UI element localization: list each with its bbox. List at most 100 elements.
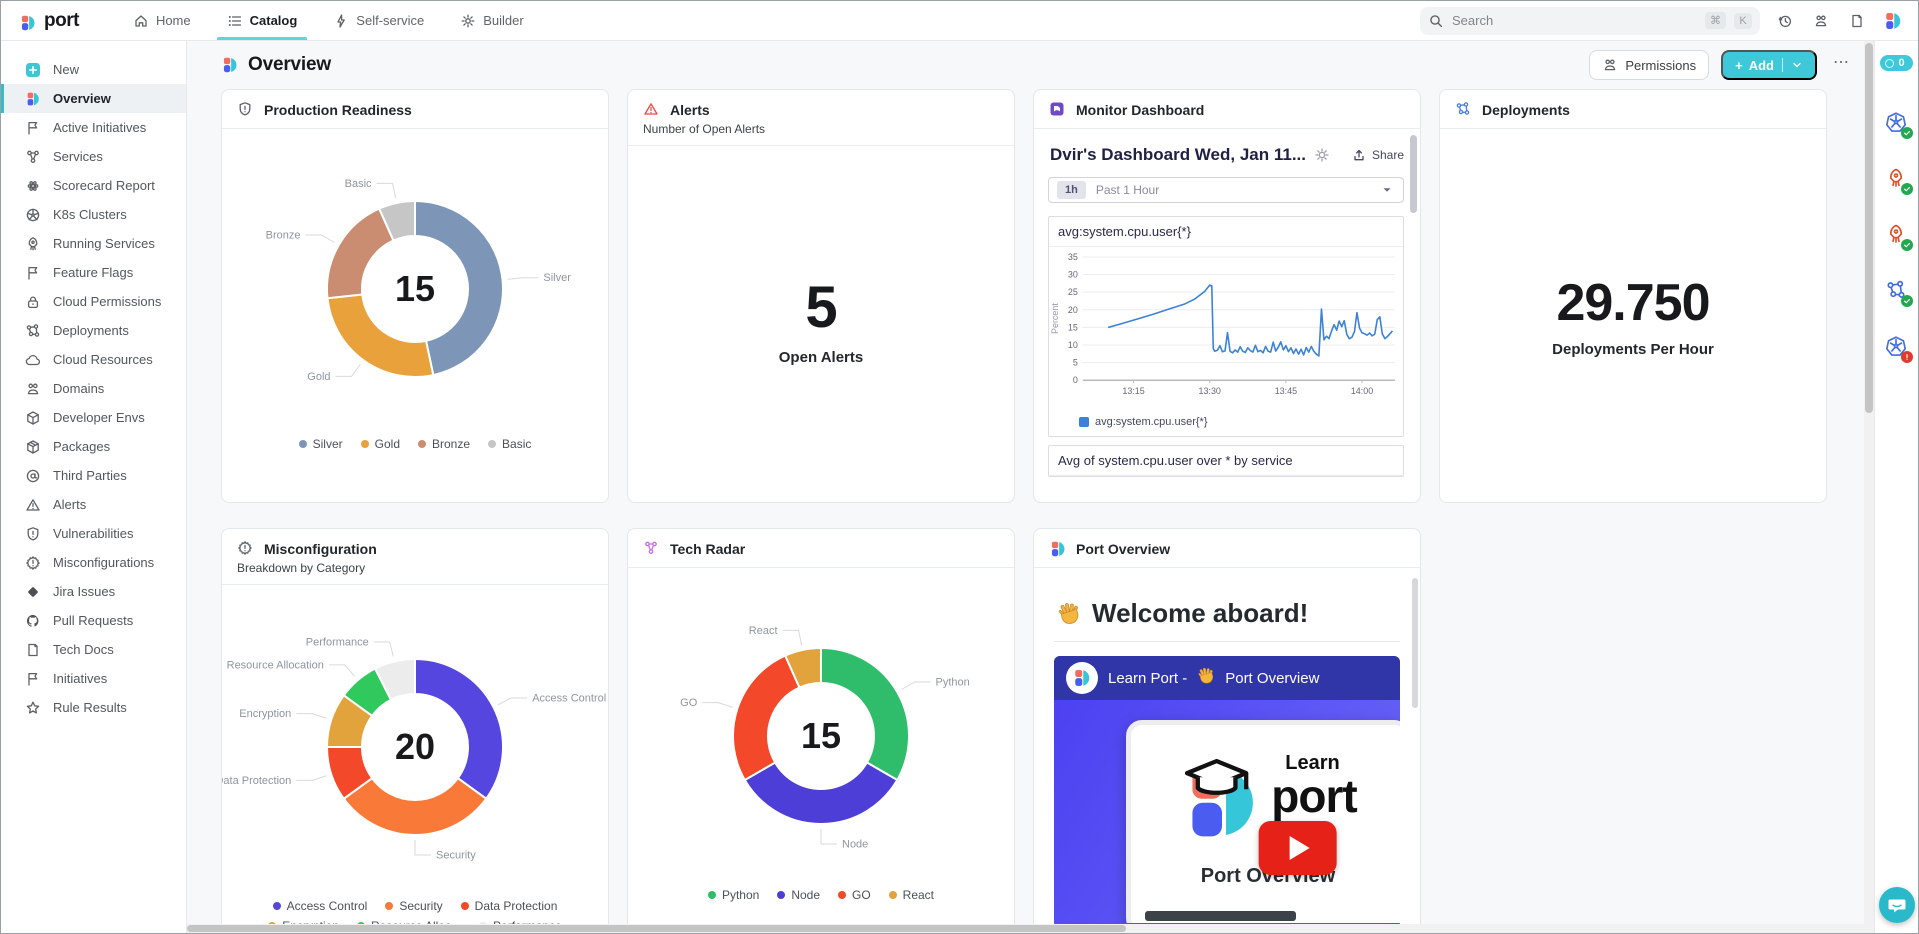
sidebar-item-active-initiatives[interactable]: Active Initiatives — [1, 113, 186, 142]
group-icon — [25, 381, 41, 397]
gear-alert-icon — [25, 555, 41, 571]
legend-item-go[interactable]: GO — [838, 888, 871, 902]
production-readiness-donut-chart[interactable]: Silver Gold Bronze Basic 15 — [222, 129, 608, 437]
deployment-success-icon[interactable] — [1885, 279, 1913, 307]
donut-segment-react[interactable] — [783, 646, 822, 689]
k8s-error-icon[interactable] — [1885, 335, 1913, 363]
vertical-scrollbar-thumb[interactable] — [1865, 43, 1873, 413]
donut-segment-python[interactable] — [820, 646, 910, 782]
sidebar-item-vulnerabilities[interactable]: Vulnerabilities — [1, 519, 186, 548]
legend-item-data-protection[interactable]: Data Protection — [460, 899, 557, 913]
sidebar-item-packages[interactable]: Packages — [1, 432, 186, 461]
share-button[interactable]: Share — [1351, 147, 1404, 163]
sidebar-item-cloud-permissions[interactable]: Cloud Permissions — [1, 287, 186, 316]
sidebar-item-deployments[interactable]: Deployments — [1, 316, 186, 345]
brand-logo[interactable]: port — [19, 1, 79, 40]
donut-label: Performance — [306, 636, 369, 648]
video-embed[interactable]: Learn Port - Port Overview Learn — [1054, 656, 1400, 928]
more-menu-button[interactable]: ⋯ — [1833, 54, 1850, 71]
sidebar-item-services[interactable]: Services — [1, 142, 186, 171]
right-rail: 0 — [1874, 41, 1918, 933]
donut-segment-security[interactable] — [342, 776, 488, 836]
progress-ring-icon — [1885, 58, 1895, 68]
tech-radar-donut-chart[interactable]: Python Node GO React 15 — [628, 568, 1014, 888]
legend-item-react[interactable]: React — [888, 888, 934, 902]
legend-item-node[interactable]: Node — [777, 888, 820, 902]
legend-item-access-control[interactable]: Access Control — [272, 899, 367, 913]
permissions-button[interactable]: Permissions — [1589, 50, 1710, 80]
tab-builder[interactable]: Builder — [446, 1, 537, 40]
legend-item-gold[interactable]: Gold — [360, 437, 400, 451]
sidebar-item-cloud-resources[interactable]: Cloud Resources — [1, 345, 186, 374]
donut-segment-basic[interactable] — [377, 199, 416, 242]
sidebar-item-overview[interactable]: Overview — [1, 84, 186, 113]
misconfiguration-donut-chart[interactable]: Access Control Security Data Protection Enc… — [222, 585, 608, 895]
legend-item-bronze[interactable]: Bronze — [418, 437, 470, 451]
card-scrollbar[interactable] — [1412, 578, 1418, 708]
history-icon[interactable] — [1774, 10, 1796, 32]
donut-segment-node[interactable] — [743, 761, 899, 825]
port-logo-avatar[interactable] — [1882, 10, 1904, 32]
sync-status-badge[interactable]: 0 — [1880, 55, 1913, 71]
horizontal-scrollbar[interactable] — [187, 924, 1864, 933]
search-input[interactable] — [1452, 13, 1697, 28]
dashboard-title[interactable]: Dvir's Dashboard Wed, Jan 11... — [1050, 145, 1306, 164]
port-text: port — [1271, 770, 1357, 822]
deployment-nodes-icon — [25, 323, 41, 339]
legend-item-python[interactable]: Python — [707, 888, 759, 902]
tab-catalog[interactable]: Catalog — [213, 1, 312, 40]
sidebar-item-k8s-clusters[interactable]: K8s Clusters — [1, 200, 186, 229]
legend-item-basic[interactable]: Basic — [488, 437, 531, 451]
k8s-success-icon[interactable] — [1885, 111, 1913, 139]
sidebar-item-pull-requests[interactable]: Pull Requests — [1, 606, 186, 635]
sidebar-item-label: Domains — [53, 381, 105, 396]
cube-icon — [25, 410, 41, 426]
embed-scrollbar[interactable] — [1410, 135, 1417, 213]
chevron-down-icon[interactable] — [1791, 59, 1803, 71]
wave-emoji — [1056, 601, 1082, 627]
sidebar-item-new[interactable]: New — [1, 55, 186, 84]
legend-item-silver[interactable]: Silver — [298, 437, 343, 451]
chat-bubble-button[interactable] — [1878, 887, 1915, 923]
rocket-success-icon[interactable] — [1885, 223, 1913, 251]
legend-item-security[interactable]: Security — [385, 899, 443, 913]
cpu-line-chart[interactable]: 0 5 10 15 20 25 30 35 13:15 13:30 13:45 14:00 Percen… — [1049, 247, 1403, 414]
sidebar-item-domains[interactable]: Domains — [1, 374, 186, 403]
check-badge-icon — [1900, 183, 1913, 195]
team-icon[interactable] — [1810, 10, 1832, 32]
datadog-icon — [1049, 101, 1067, 119]
sidebar-item-initiatives[interactable]: Initiatives — [1, 664, 186, 693]
tab-self-service[interactable]: Self-service — [319, 1, 438, 40]
donut-segment-bronze[interactable] — [326, 207, 395, 300]
svg-text:30: 30 — [1068, 270, 1078, 280]
tab-home[interactable]: Home — [119, 1, 205, 40]
sidebar-item-tech-docs[interactable]: Tech Docs — [1, 635, 186, 664]
gear-sun-icon[interactable] — [1314, 147, 1330, 163]
time-range-selector[interactable]: 1h Past 1 Hour — [1048, 177, 1404, 203]
add-button[interactable]: + Add — [1721, 50, 1817, 80]
sidebar-item-developer-envs[interactable]: Developer Envs — [1, 403, 186, 432]
rocket-success-icon[interactable] — [1885, 167, 1913, 195]
sidebar-item-rule-results[interactable]: Rule Results — [1, 693, 186, 722]
search-bar[interactable]: ⌘ K — [1420, 6, 1760, 35]
port-logo-avatar — [1066, 662, 1098, 694]
sidebar-item-alerts[interactable]: Alerts — [1, 490, 186, 519]
changelog-doc-icon[interactable] — [1846, 10, 1868, 32]
sidebar-item-third-parties[interactable]: Third Parties — [1, 461, 186, 490]
donut-segment-access-control[interactable] — [414, 657, 504, 801]
sidebar-item-running-services[interactable]: Running Services — [1, 229, 186, 258]
sidebar-item-jira-issues[interactable]: Jira Issues — [1, 577, 186, 606]
sidebar-item-scorecard-report[interactable]: Scorecard Report — [1, 171, 186, 200]
sidebar-item-misconfigurations[interactable]: Misconfigurations — [1, 548, 186, 577]
k8s-wheel-icon — [25, 207, 41, 223]
donut-segment-performance[interactable] — [373, 657, 416, 702]
donut-label: Encryption — [239, 708, 291, 720]
sidebar-item-feature-flags[interactable]: Feature Flags — [1, 258, 186, 287]
youtube-play-icon[interactable] — [1258, 821, 1337, 875]
vertical-scrollbar[interactable] — [1864, 41, 1874, 933]
horizontal-scrollbar-thumb[interactable] — [187, 925, 1127, 932]
donut-segment-go[interactable] — [732, 654, 801, 782]
svg-text:15: 15 — [1068, 322, 1078, 332]
time-range-label: Past 1 Hour — [1095, 183, 1160, 197]
donut-segment-silver[interactable] — [414, 199, 504, 377]
